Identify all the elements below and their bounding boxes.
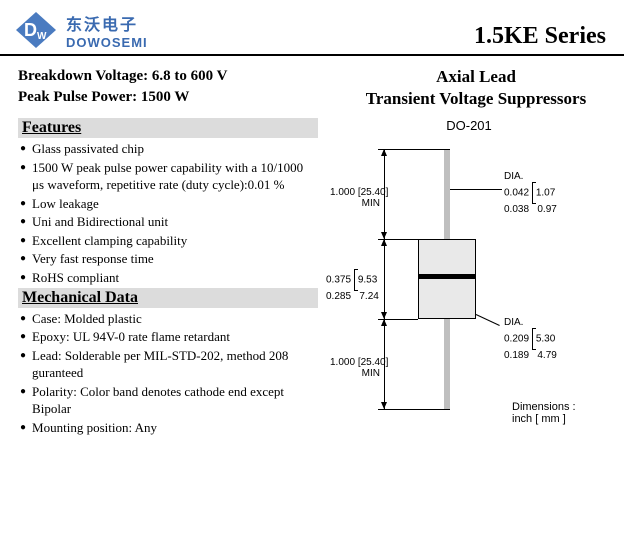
leader-lead-dia bbox=[450, 189, 502, 190]
list-item: 1500 W peak pulse power capability with … bbox=[20, 159, 318, 194]
series-title: 1.5KE Series bbox=[474, 23, 606, 50]
logo-text-cn: 东沃电子 bbox=[66, 11, 148, 35]
list-item: Case: Molded plastic bbox=[20, 310, 318, 328]
svg-text:W: W bbox=[37, 31, 47, 42]
logo-block: D W 东沃电子 DOWOSEMI bbox=[14, 10, 148, 50]
body-rect bbox=[418, 239, 476, 319]
lead-top bbox=[444, 149, 450, 239]
sub-header: Breakdown Voltage: 6.8 to 600 V Peak Pul… bbox=[0, 56, 624, 110]
dim-lead-dia: DIA. 0.042 1.07 0.038 0.97 bbox=[504, 171, 557, 215]
features-title: Features bbox=[18, 118, 318, 138]
list-item: Uni and Bidirectional unit bbox=[20, 213, 318, 231]
dim-top-lead: 1.000 [25.40] MIN bbox=[330, 187, 380, 209]
dim-body-len: 0.375 9.53 0.285 7.24 bbox=[326, 269, 379, 302]
cathode-band bbox=[418, 274, 476, 279]
list-item: Lead: Solderable per MIL-STD-202, method… bbox=[20, 347, 318, 382]
package-diagram: 1.000 [25.40] MIN 0.375 9.53 0.285 7.24 … bbox=[326, 139, 596, 469]
dim-bottom-lead: 1.000 [25.40] MIN bbox=[330, 357, 380, 379]
header: D W 东沃电子 DOWOSEMI 1.5KE Series bbox=[0, 0, 624, 56]
product-title: Axial Lead Transient Voltage Suppressors bbox=[346, 66, 606, 110]
list-item: RoHS compliant bbox=[20, 269, 318, 287]
features-list: Glass passivated chip1500 W peak pulse p… bbox=[18, 140, 318, 286]
breakdown-voltage: Breakdown Voltage: 6.8 to 600 V bbox=[18, 66, 227, 87]
package-label: DO-201 bbox=[326, 118, 612, 133]
mechanical-list: Case: Molded plasticEpoxy: UL 94V-0 rate… bbox=[18, 310, 318, 437]
specs: Breakdown Voltage: 6.8 to 600 V Peak Pul… bbox=[18, 66, 227, 110]
right-column: DO-201 1.000 [25.40] MIN 0.375 9.53 0.28… bbox=[326, 118, 612, 469]
arrow-body-len bbox=[384, 239, 385, 319]
dimensions-note: Dimensions : inch [ mm ] bbox=[512, 401, 576, 425]
tick bbox=[378, 409, 450, 410]
list-item: Polarity: Color band denotes cathode end… bbox=[20, 383, 318, 418]
list-item: Excellent clamping capability bbox=[20, 232, 318, 250]
lead-bottom bbox=[444, 319, 450, 409]
list-item: Epoxy: UL 94V-0 rate flame retardant bbox=[20, 328, 318, 346]
content: Features Glass passivated chip1500 W pea… bbox=[0, 110, 624, 469]
product-title-l1: Axial Lead bbox=[346, 66, 606, 88]
list-item: Mounting position: Any bbox=[20, 419, 318, 437]
list-item: Very fast response time bbox=[20, 250, 318, 268]
peak-pulse-power: Peak Pulse Power: 1500 W bbox=[18, 87, 227, 108]
product-title-l2: Transient Voltage Suppressors bbox=[346, 88, 606, 110]
logo-text-en: DOWOSEMI bbox=[66, 35, 148, 50]
dim-body-dia: DIA. 0.209 5.30 0.189 4.79 bbox=[504, 317, 557, 361]
svg-text:D: D bbox=[24, 20, 37, 40]
tick bbox=[378, 149, 450, 150]
list-item: Low leakage bbox=[20, 195, 318, 213]
leader-body-dia bbox=[476, 314, 500, 326]
list-item: Glass passivated chip bbox=[20, 140, 318, 158]
left-column: Features Glass passivated chip1500 W pea… bbox=[18, 118, 318, 469]
logo-icon: D W bbox=[14, 10, 58, 50]
mechanical-title: Mechanical Data bbox=[18, 288, 318, 308]
